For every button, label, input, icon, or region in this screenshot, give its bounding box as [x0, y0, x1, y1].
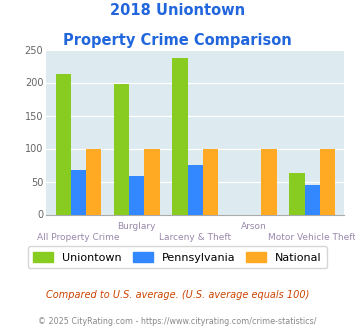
Text: © 2025 CityRating.com - https://www.cityrating.com/crime-statistics/: © 2025 CityRating.com - https://www.city…	[38, 317, 317, 326]
Text: Burglary: Burglary	[118, 222, 156, 231]
Text: Compared to U.S. average. (U.S. average equals 100): Compared to U.S. average. (U.S. average …	[46, 290, 309, 300]
Bar	[114, 84, 129, 214]
Text: Motor Vehicle Theft: Motor Vehicle Theft	[268, 233, 355, 242]
Legend: Uniontown, Pennsylvania, National: Uniontown, Pennsylvania, National	[28, 247, 327, 268]
Text: Property Crime Comparison: Property Crime Comparison	[63, 33, 292, 48]
Bar	[129, 176, 144, 214]
Text: 2018 Uniontown: 2018 Uniontown	[110, 3, 245, 18]
Bar	[71, 170, 86, 214]
Bar	[173, 58, 188, 214]
Bar	[289, 173, 305, 214]
Bar	[144, 148, 160, 214]
Text: Larceny & Theft: Larceny & Theft	[159, 233, 231, 242]
Bar	[55, 74, 71, 214]
Bar	[86, 148, 101, 214]
Bar	[203, 148, 218, 214]
Bar	[320, 148, 335, 214]
Bar	[188, 165, 203, 214]
Bar	[305, 185, 320, 214]
Bar	[261, 148, 277, 214]
Text: Arson: Arson	[241, 222, 267, 231]
Text: All Property Crime: All Property Crime	[37, 233, 120, 242]
